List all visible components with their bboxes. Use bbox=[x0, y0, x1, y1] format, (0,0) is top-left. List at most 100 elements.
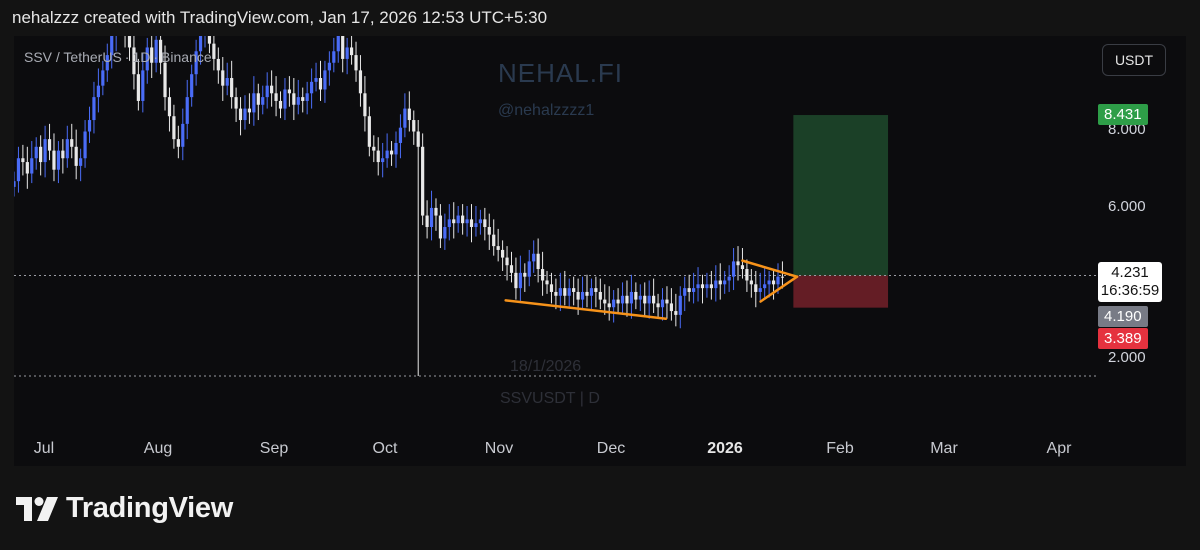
candle bbox=[204, 36, 206, 48]
candle-body bbox=[518, 272, 522, 289]
candle-body bbox=[318, 78, 323, 90]
candle-body bbox=[376, 150, 380, 163]
candle bbox=[61, 139, 65, 174]
candle bbox=[425, 200, 429, 239]
candle-body bbox=[287, 89, 291, 94]
candle-body bbox=[79, 158, 83, 166]
candle-body bbox=[429, 207, 434, 228]
candle bbox=[505, 246, 509, 281]
candle bbox=[181, 108, 185, 161]
candle-body bbox=[696, 284, 700, 289]
symbol-exchange: Binance bbox=[161, 49, 212, 65]
candle-body bbox=[101, 70, 105, 86]
candle-body bbox=[305, 93, 309, 101]
candle-body bbox=[674, 311, 678, 315]
candle-body bbox=[394, 142, 398, 155]
candle bbox=[127, 36, 132, 61]
x-tick-apr: Apr bbox=[1046, 440, 1072, 457]
candle bbox=[243, 95, 247, 130]
currency-button[interactable]: USDT bbox=[1102, 44, 1166, 76]
candle-body bbox=[625, 295, 629, 304]
candle bbox=[141, 53, 145, 113]
price-chart[interactable] bbox=[14, 36, 1186, 466]
candle-body bbox=[523, 272, 527, 277]
candle bbox=[398, 114, 403, 159]
candle-body bbox=[274, 93, 278, 101]
symbol-info[interactable]: SSV / TetherUS · 1D · Binance bbox=[24, 49, 212, 65]
candle bbox=[731, 248, 736, 291]
candle-body bbox=[372, 146, 376, 151]
candle bbox=[749, 269, 753, 298]
candle-body bbox=[763, 284, 767, 289]
candle bbox=[709, 270, 713, 300]
candle bbox=[758, 272, 762, 302]
candle bbox=[341, 36, 345, 73]
candle-body bbox=[421, 146, 425, 216]
candle bbox=[723, 270, 727, 294]
target-price-tag: 8.431 bbox=[1098, 104, 1148, 125]
candle-body bbox=[536, 253, 540, 270]
candle-body bbox=[647, 295, 651, 304]
candle bbox=[540, 251, 545, 296]
candle-body bbox=[549, 284, 554, 292]
candle bbox=[292, 78, 296, 121]
candle bbox=[310, 68, 314, 109]
candle-body bbox=[181, 123, 185, 147]
candle-body bbox=[745, 269, 749, 281]
candle-body bbox=[554, 291, 558, 296]
candle bbox=[136, 58, 140, 111]
candle bbox=[207, 36, 212, 54]
candle-body bbox=[616, 299, 620, 304]
candle-body bbox=[532, 253, 536, 262]
candle-body bbox=[225, 78, 229, 86]
candle bbox=[145, 37, 149, 84]
candle bbox=[740, 248, 745, 279]
candle bbox=[656, 293, 660, 319]
candle bbox=[554, 278, 558, 310]
candle-body bbox=[238, 108, 243, 121]
candle bbox=[381, 142, 385, 178]
candle-body bbox=[43, 139, 47, 163]
candle-body bbox=[265, 85, 269, 98]
candle-body bbox=[261, 97, 265, 105]
candle bbox=[647, 280, 651, 319]
candle bbox=[478, 209, 482, 235]
candle bbox=[443, 213, 447, 250]
candle-body bbox=[607, 303, 611, 308]
candle bbox=[598, 278, 602, 310]
tradingview-brand: TradingView bbox=[66, 492, 233, 524]
candle-body bbox=[185, 97, 189, 124]
candle-body bbox=[478, 219, 482, 224]
candle bbox=[154, 36, 158, 73]
candle bbox=[256, 83, 260, 121]
candle bbox=[238, 97, 243, 136]
watermark-symbol: SSVUSDT | D bbox=[500, 390, 600, 407]
candle bbox=[407, 91, 411, 132]
candle-body bbox=[25, 162, 29, 174]
candle bbox=[625, 280, 629, 317]
candle-body bbox=[540, 269, 545, 281]
candle-body bbox=[692, 288, 696, 292]
candle-body bbox=[256, 93, 260, 105]
candle bbox=[336, 36, 340, 63]
candle bbox=[483, 207, 487, 241]
chart-panel[interactable]: SSV / TetherUS · 1D · Binance USDT NEHAL.FI … bbox=[14, 36, 1186, 466]
candle-body bbox=[230, 78, 234, 98]
candle-body bbox=[389, 150, 394, 155]
stop-zone bbox=[793, 275, 889, 308]
candle-body bbox=[323, 70, 327, 90]
candle-body bbox=[656, 303, 660, 308]
tradingview-logo[interactable]: TradingView bbox=[16, 492, 233, 525]
candle-body bbox=[714, 280, 718, 289]
candle bbox=[438, 204, 443, 249]
candle bbox=[616, 288, 620, 313]
candle bbox=[603, 284, 607, 315]
candle bbox=[549, 272, 554, 304]
candle bbox=[96, 68, 100, 113]
candle-body bbox=[496, 246, 500, 250]
candle bbox=[354, 41, 358, 82]
x-tick-2026: 2026 bbox=[707, 440, 743, 457]
candle-body bbox=[412, 120, 416, 132]
candle-body bbox=[576, 291, 580, 300]
candle-body bbox=[47, 139, 52, 151]
